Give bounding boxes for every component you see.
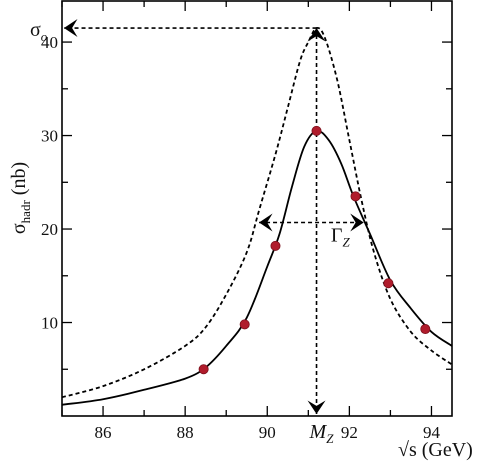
y-axis-title: σhadr (nb) [8, 162, 33, 234]
data-point-2 [270, 240, 281, 251]
x-tick-label-92: 92 [341, 423, 358, 442]
data-point-4 [350, 191, 361, 202]
peak-label: σo [30, 19, 48, 44]
data-point-3 [311, 125, 322, 136]
solid-curve [61, 129, 453, 406]
x-tick-label-86: 86 [95, 423, 112, 442]
plot-border [61, 0, 453, 417]
y-tick-label-10: 10 [41, 314, 58, 333]
x-tick-label-88: 88 [177, 423, 194, 442]
data-point-6 [420, 324, 431, 335]
mass-arrow-down [307, 400, 326, 414]
x-axis-title: √s (GeV) [398, 439, 473, 461]
width-label: ΓZ [331, 224, 351, 249]
y-tick-label-30: 30 [41, 127, 58, 146]
data-point-5 [383, 278, 394, 289]
curves [61, 26, 453, 406]
labels: √s (GeV) σhadr (nb) σo MZ ΓZ [8, 19, 473, 461]
annotations [64, 19, 364, 414]
mass-label: MZ [309, 421, 335, 446]
peak-arrow-left [64, 19, 78, 38]
x-tick-label-94: 94 [423, 423, 441, 442]
dashed-curve [61, 26, 453, 399]
data-point-0 [198, 364, 209, 375]
x-tick-label-90: 90 [259, 423, 276, 442]
width-arrow-left [259, 213, 273, 232]
data-point-1 [239, 319, 250, 330]
y-tick-label-20: 20 [41, 220, 58, 239]
data-points [198, 125, 431, 375]
peak-arrow-up [307, 28, 326, 42]
chart-frame: 86 88 90 92 94 10 20 30 40 [41, 0, 453, 442]
width-arrow-right [350, 213, 364, 232]
y-tick-label-40: 40 [41, 33, 58, 52]
